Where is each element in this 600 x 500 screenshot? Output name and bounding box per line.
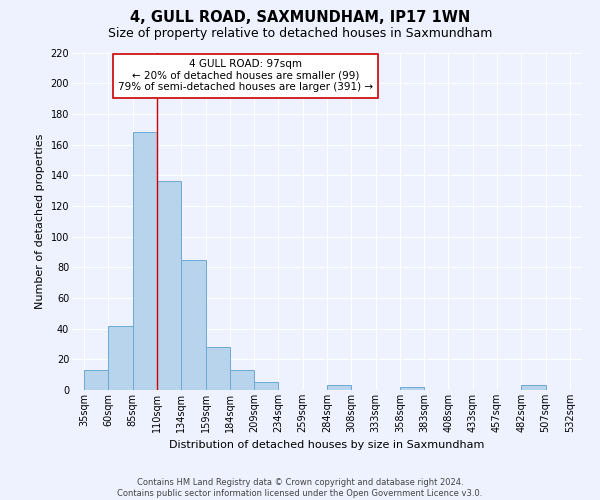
Text: 4 GULL ROAD: 97sqm
← 20% of detached houses are smaller (99)
79% of semi-detache: 4 GULL ROAD: 97sqm ← 20% of detached hou… bbox=[118, 59, 373, 92]
Bar bbox=[84, 370, 109, 390]
Text: Size of property relative to detached houses in Saxmundham: Size of property relative to detached ho… bbox=[108, 28, 492, 40]
Bar bbox=[400, 387, 424, 390]
Bar bbox=[181, 260, 206, 390]
Bar bbox=[133, 132, 157, 390]
Text: 4, GULL ROAD, SAXMUNDHAM, IP17 1WN: 4, GULL ROAD, SAXMUNDHAM, IP17 1WN bbox=[130, 10, 470, 25]
Bar bbox=[206, 347, 230, 390]
Bar bbox=[157, 182, 181, 390]
Bar bbox=[254, 382, 278, 390]
Bar bbox=[327, 386, 351, 390]
Bar bbox=[230, 370, 254, 390]
Bar bbox=[521, 386, 545, 390]
X-axis label: Distribution of detached houses by size in Saxmundham: Distribution of detached houses by size … bbox=[169, 440, 485, 450]
Y-axis label: Number of detached properties: Number of detached properties bbox=[35, 134, 45, 309]
Bar bbox=[109, 326, 133, 390]
Text: Contains HM Land Registry data © Crown copyright and database right 2024.
Contai: Contains HM Land Registry data © Crown c… bbox=[118, 478, 482, 498]
